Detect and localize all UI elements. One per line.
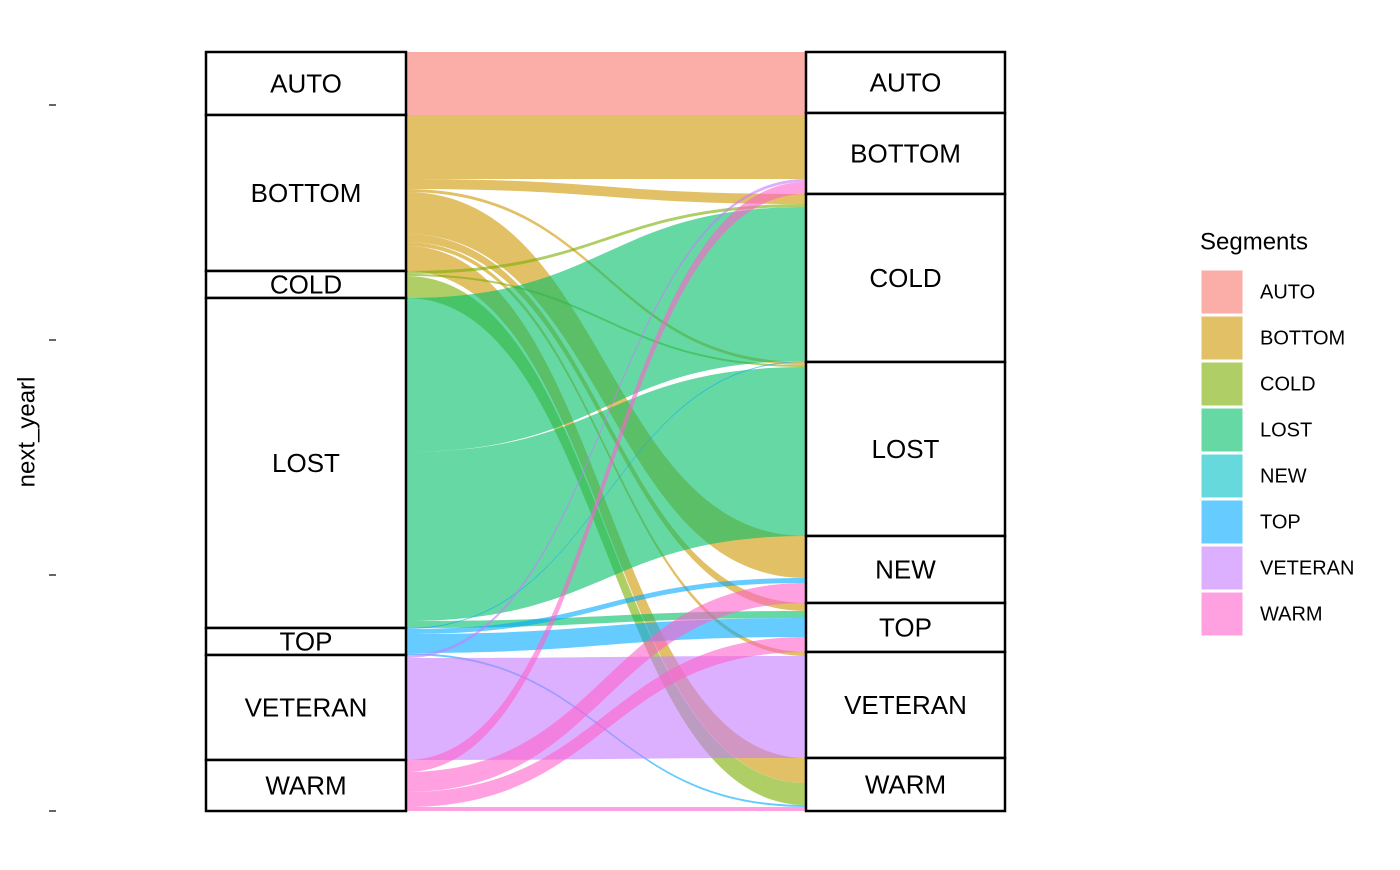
flow [406, 656, 806, 760]
stratum-label: AUTO [870, 67, 942, 97]
y-axis-label: next_yearl [13, 377, 40, 488]
legend-title: Segments [1200, 228, 1308, 255]
flow [406, 618, 806, 653]
stratum-label: TOP [280, 626, 333, 656]
stratum [204, 296, 408, 630]
flow [406, 361, 806, 629]
stratum [804, 111, 1007, 196]
stratum [204, 758, 408, 813]
stratum-label: VETERAN [245, 692, 368, 722]
legend-label: NEW [1260, 465, 1307, 487]
flow [406, 113, 806, 115]
legend-label: BOTTOM [1260, 327, 1345, 349]
stratum [204, 269, 408, 300]
stratum [804, 601, 1007, 654]
stratum-label: BOTTOM [251, 178, 362, 208]
legend-label: VETERAN [1260, 557, 1354, 579]
stratum-label: WARM [265, 770, 346, 800]
stratum-label: COLD [869, 263, 941, 293]
stratum [804, 50, 1007, 115]
legend-label: COLD [1260, 373, 1316, 395]
flow [406, 179, 806, 204]
legend-label: AUTO [1260, 281, 1315, 303]
flow [406, 179, 806, 658]
legend-swatch [1200, 361, 1244, 407]
stratum [804, 534, 1007, 605]
stratum [204, 626, 408, 657]
legend-swatch [1200, 499, 1244, 545]
legend-swatch [1200, 453, 1244, 499]
legend-label: LOST [1260, 419, 1312, 441]
flow [406, 578, 806, 634]
legend-swatch [1200, 315, 1244, 361]
stratum-label: LOST [872, 434, 940, 464]
legend-label: WARM [1260, 603, 1323, 625]
flow [406, 637, 806, 807]
flow [406, 583, 806, 792]
stratum-label: NEW [875, 554, 936, 584]
stratum [804, 360, 1007, 538]
stratum-label: WARM [865, 769, 946, 799]
stratum-label: BOTTOM [850, 138, 961, 168]
stratum-label: COLD [270, 269, 342, 299]
stratum-label: AUTO [270, 68, 342, 98]
flow [406, 115, 806, 179]
stratum-label: VETERAN [844, 690, 967, 720]
flow [406, 52, 806, 113]
stratum-label: TOP [879, 612, 932, 642]
flow [406, 367, 806, 621]
legend-label: TOP [1260, 511, 1301, 533]
legend-swatch [1200, 591, 1244, 637]
flow [406, 204, 806, 274]
flow [406, 182, 806, 772]
flow [406, 207, 806, 452]
legend-swatch [1200, 407, 1244, 453]
flow [406, 807, 806, 811]
stratum [804, 650, 1007, 760]
stratum [204, 50, 408, 117]
legend-swatch [1200, 545, 1244, 591]
stratum [204, 113, 408, 273]
legend-swatch [1200, 269, 1244, 315]
stratum [804, 192, 1007, 364]
stratum [204, 653, 408, 762]
stratum-label: LOST [272, 448, 340, 478]
stratum [804, 756, 1007, 813]
